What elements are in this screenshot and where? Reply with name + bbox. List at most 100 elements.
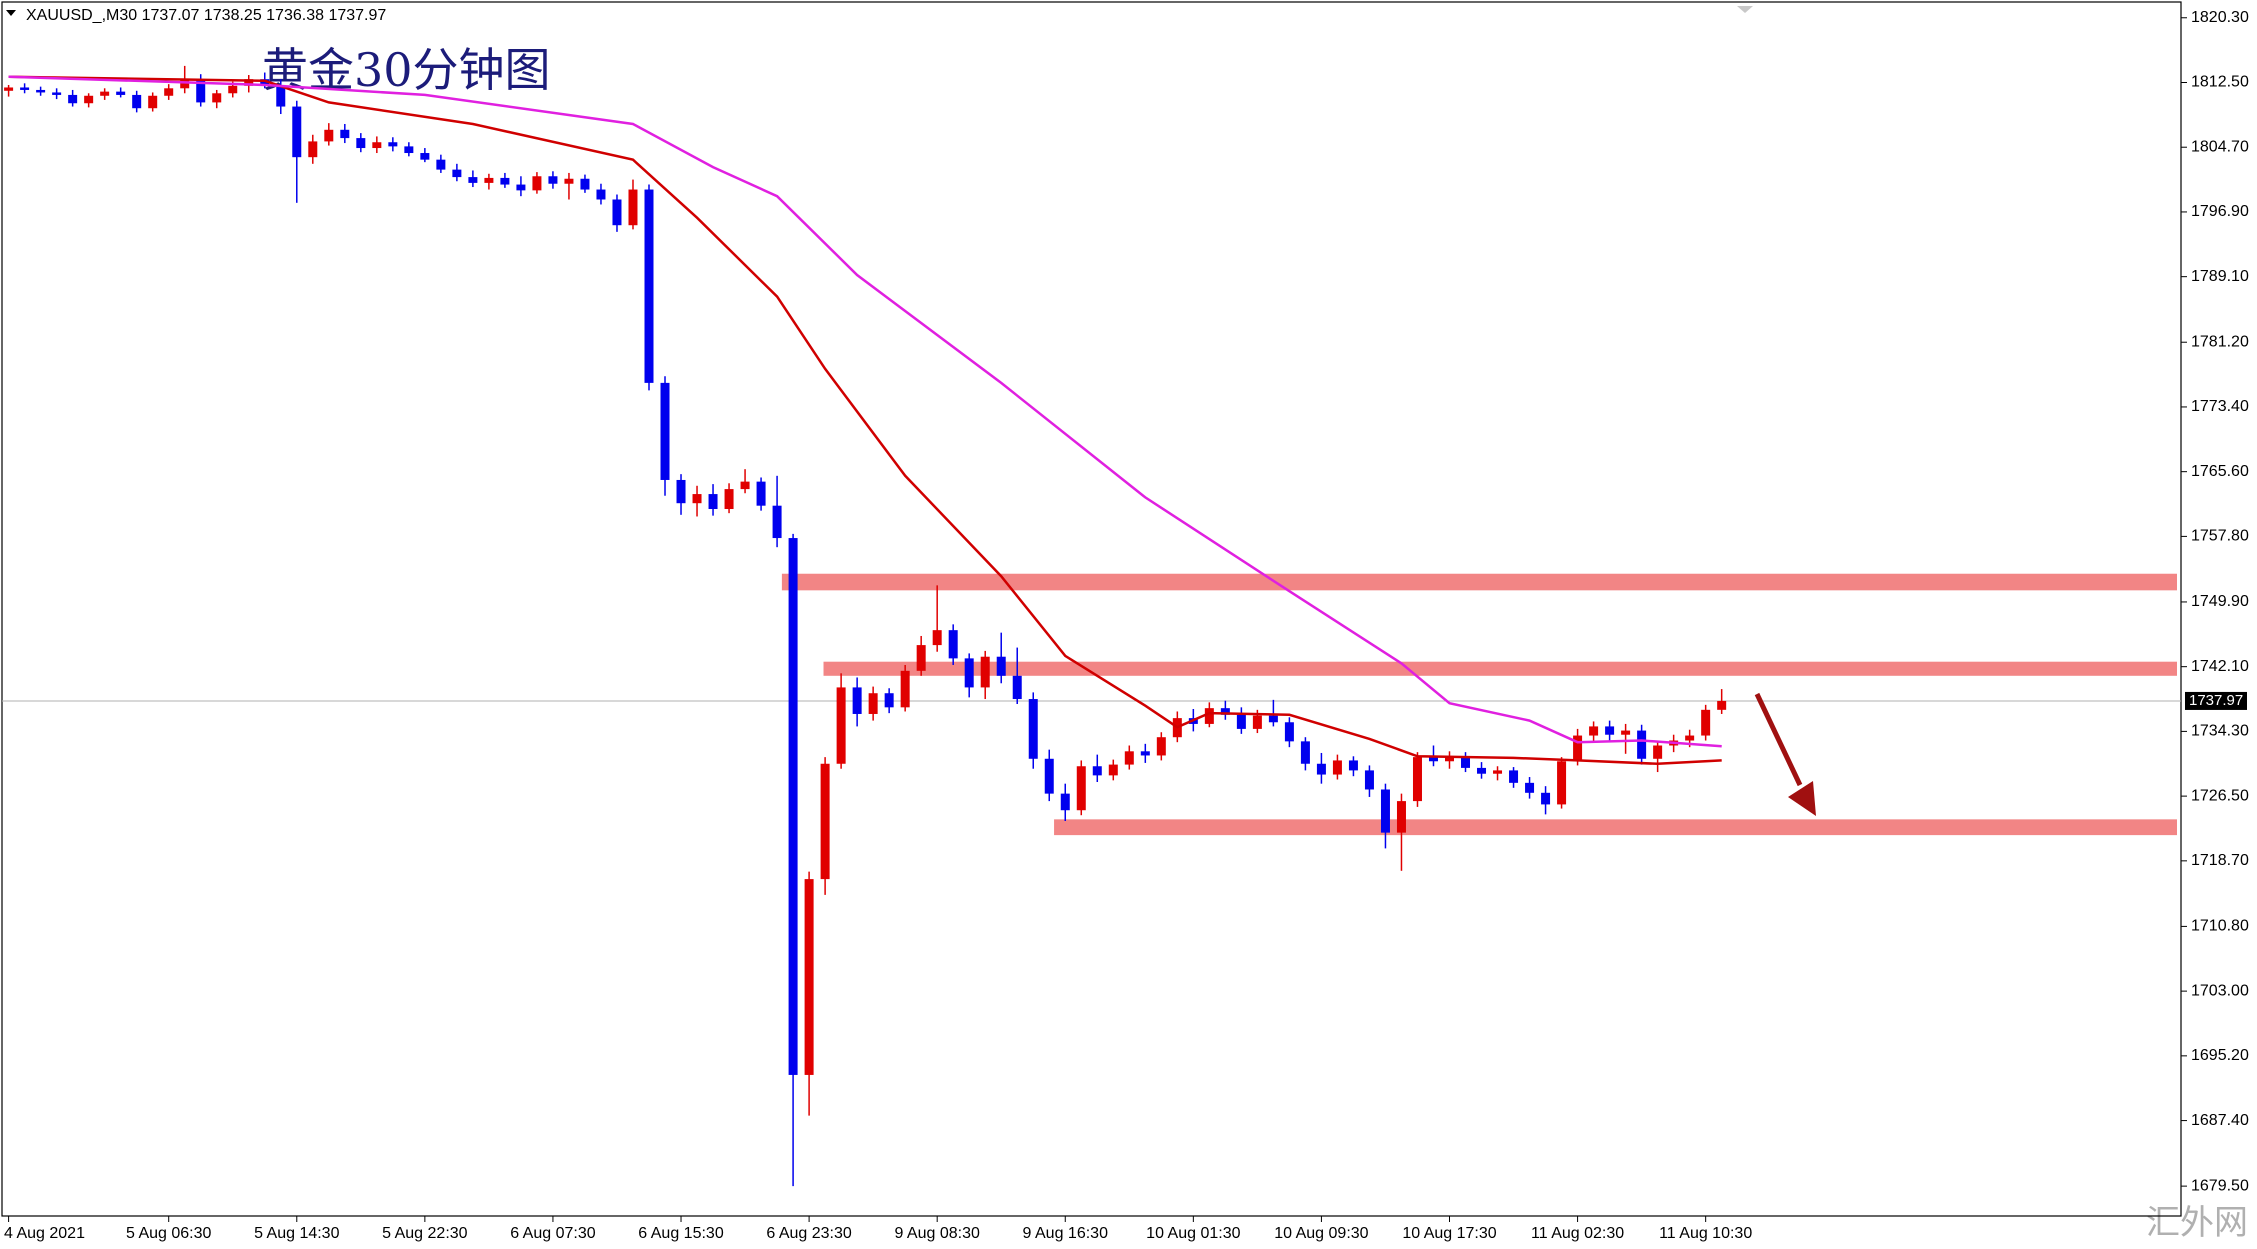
candle-body (436, 159, 446, 170)
y-tick-label: 1734.30 (2191, 723, 2249, 740)
candle-body (1380, 789, 1390, 833)
y-tick-label: 1726.50 (2191, 787, 2249, 804)
y-tick-label: 1687.40 (2191, 1112, 2249, 1129)
price-zone (1054, 819, 2177, 836)
candle-body (228, 85, 238, 94)
candle-body (308, 141, 318, 158)
candle-body (1461, 756, 1471, 768)
candle-body (1701, 709, 1711, 736)
candle-body (1220, 708, 1230, 715)
candle-body (1605, 726, 1615, 735)
x-tick-label: 10 Aug 09:30 (1274, 1225, 1368, 1242)
candle-body (532, 176, 542, 191)
candle-body (1060, 793, 1070, 811)
candle-body (916, 645, 926, 671)
x-tick-label: 6 Aug 15:30 (638, 1225, 724, 1242)
candle-body (484, 177, 494, 183)
candle-body (1140, 751, 1150, 756)
y-tick-label: 1742.10 (2191, 658, 2249, 675)
x-tick-label: 6 Aug 07:30 (510, 1225, 596, 1242)
candle-body (1204, 708, 1214, 724)
y-tick-label: 1703.00 (2191, 982, 2249, 999)
x-tick-label: 10 Aug 17:30 (1402, 1225, 1496, 1242)
candle-body (948, 630, 958, 659)
y-tick-label: 1773.40 (2191, 398, 2249, 415)
last-price-label: 1737.97 (2189, 692, 2243, 709)
candle-body (772, 505, 782, 539)
candle-body (1557, 761, 1567, 805)
x-tick-label: 6 Aug 23:30 (766, 1225, 852, 1242)
candle-body (1445, 756, 1454, 762)
candle-body (100, 91, 110, 96)
candle-body (116, 91, 126, 95)
candle-body (1396, 801, 1406, 833)
candle-body (1653, 745, 1663, 759)
candle-body (148, 95, 158, 109)
candle-body (1156, 737, 1166, 756)
candle-body (612, 199, 622, 226)
x-tick-label: 9 Aug 16:30 (1023, 1225, 1109, 1242)
candle-body (1332, 760, 1342, 775)
candle-body (1300, 741, 1310, 764)
y-tick-label: 1804.70 (2191, 138, 2249, 155)
header: XAUUSD_,M30 1737.07 1738.25 1736.38 1737… (26, 7, 386, 24)
candle-body (980, 656, 990, 688)
y-tick-label: 1765.60 (2191, 463, 2249, 480)
last-price-box (2185, 691, 2247, 710)
candle-body (1493, 770, 1503, 774)
candle-body (1621, 730, 1631, 735)
candle-body (340, 129, 350, 139)
candle-body (740, 481, 750, 490)
y-tick-label: 1695.20 (2191, 1047, 2249, 1064)
y-tick-label: 1820.30 (2191, 9, 2249, 26)
candle-body (1284, 722, 1294, 742)
candle-body (868, 693, 878, 714)
candle-body (1541, 792, 1551, 805)
candle-body (4, 87, 14, 91)
candle-body (836, 687, 846, 764)
x-tick-label: 5 Aug 06:30 (126, 1225, 212, 1242)
x-tick-label: 10 Aug 01:30 (1146, 1225, 1240, 1242)
candle-body (500, 177, 510, 185)
candle-body (324, 129, 334, 142)
candle-body (372, 142, 382, 149)
candle-body (292, 106, 302, 158)
candle-body (212, 93, 222, 103)
candle-body (276, 84, 286, 107)
candle-body (1028, 699, 1038, 759)
candle-body (852, 687, 862, 714)
candle-body (1236, 714, 1246, 729)
y-tick-label: 1757.80 (2191, 528, 2249, 545)
y-tick-label: 1718.70 (2191, 852, 2249, 869)
plot-frame (1, 1, 2182, 1217)
candle-body (1316, 763, 1326, 775)
y-tick-label: 1796.90 (2191, 203, 2249, 220)
candle-body (900, 670, 910, 708)
candle-body (68, 94, 78, 104)
candle-body (1477, 767, 1487, 774)
candle-body (452, 169, 462, 178)
candle-body (660, 382, 670, 480)
price-zone (781, 573, 2177, 591)
x-tick-label: 4 Aug 2021 (4, 1225, 85, 1242)
candle-body (596, 189, 606, 200)
arrow-shaft (1754, 692, 1803, 787)
candle-body (1108, 764, 1118, 776)
candle-body (628, 189, 638, 226)
candle-body (468, 177, 478, 183)
candle-body (1573, 735, 1583, 762)
candle-body (1685, 735, 1695, 741)
candle-body (1589, 726, 1599, 736)
x-tick-label: 5 Aug 22:30 (382, 1225, 468, 1242)
candle-body (84, 95, 94, 104)
x-tick-label: 5 Aug 14:30 (254, 1225, 340, 1242)
watermark: 汇外网 (2146, 1204, 2248, 1242)
candle-body (1717, 700, 1727, 710)
candle-body (356, 138, 366, 149)
candle-body (1509, 770, 1519, 783)
candle-body (756, 481, 766, 506)
x-tick-label: 11 Aug 10:30 (1659, 1225, 1752, 1242)
candle-body (820, 763, 830, 880)
